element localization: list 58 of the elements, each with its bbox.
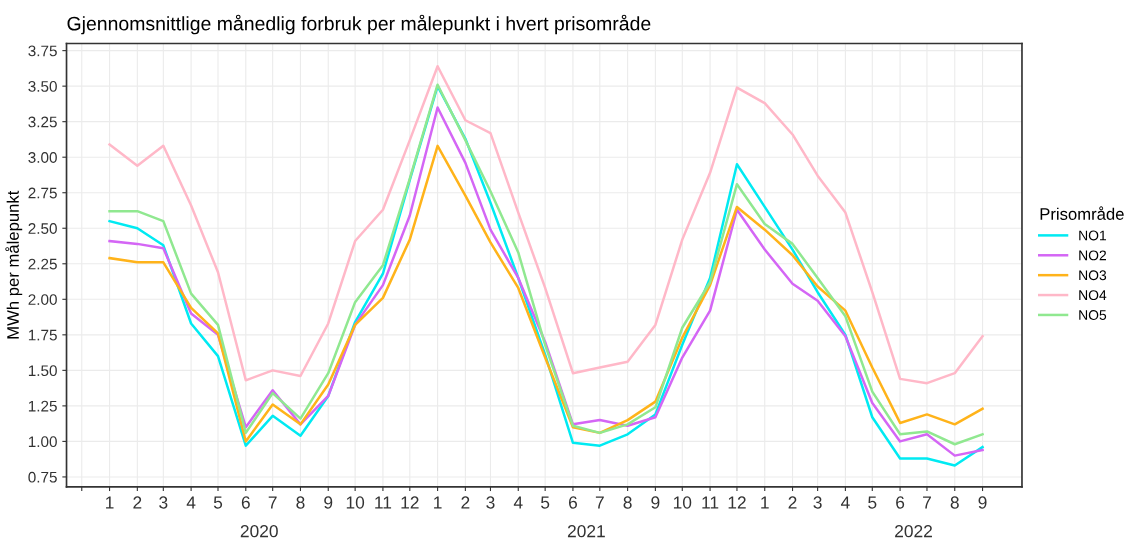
y-axis-title: MWh per målepunkt	[5, 190, 23, 339]
x-tick-label: 10	[673, 496, 692, 509]
legend-label: NO5	[1079, 310, 1107, 320]
x-tick-label: 3	[486, 496, 495, 509]
y-tick-label: 3.00	[28, 152, 57, 163]
x-tick-label: 1	[761, 496, 769, 509]
x-tick-label: 12	[728, 496, 746, 509]
x-tick-label: 5	[541, 496, 550, 509]
legend-title: Prisområde	[1040, 206, 1124, 220]
x-tick-label: 4	[840, 496, 850, 509]
x-tick-label: 2	[788, 496, 797, 509]
x-tick-label: 7	[923, 496, 931, 509]
x-tick-label: 11	[702, 496, 719, 509]
y-tick-label: 1.25	[28, 400, 57, 412]
x-tick-label: 8	[296, 496, 305, 509]
y-tick-label: 3.50	[28, 81, 57, 92]
x-tick-label: 8	[950, 496, 959, 509]
x-tick-label: 4	[186, 496, 196, 509]
x-tick-label: 11	[375, 496, 392, 509]
x-tick-label: 9	[324, 496, 333, 509]
x-tick-label: 9	[978, 496, 987, 509]
y-tick-label: 2.00	[28, 294, 57, 305]
y-tick-label: 3.75	[28, 45, 57, 57]
y-tick-label: 0.75	[28, 471, 57, 483]
y-tick-label: 2.50	[28, 223, 57, 234]
x-tick-label: 6	[896, 496, 905, 509]
x-tick-label: 9	[651, 496, 660, 509]
x-tick-label: 6	[568, 496, 577, 509]
text: 2020	[240, 525, 278, 538]
x-tick-label: 10	[346, 496, 365, 509]
x-tick-label: 1	[106, 496, 114, 509]
y-tick-label: 2.25	[28, 258, 57, 270]
x-tick-label: 3	[813, 496, 822, 509]
x-tick-label: 5	[213, 496, 223, 509]
text: 2022	[895, 525, 932, 538]
x-tick-label: 6	[241, 496, 250, 509]
x-tick-label: 2	[133, 496, 142, 509]
y-tick-label: 1.00	[28, 436, 57, 448]
x-tick-label: 1	[434, 496, 442, 509]
x-tick-label: 5	[868, 496, 877, 509]
y-tick-label: 1.75	[28, 329, 57, 341]
x-tick-label: 3	[159, 496, 168, 509]
y-tick-label: 2.75	[28, 187, 57, 199]
y-tick-label: 1.50	[28, 365, 57, 377]
x-tick-label: 2	[461, 496, 470, 509]
legend-label: NO1	[1079, 230, 1107, 241]
legend-label: NO3	[1079, 270, 1107, 281]
x-tick-label: 8	[623, 496, 632, 509]
x-tick-label: 4	[513, 496, 523, 509]
x-tick-label: 12	[401, 496, 419, 509]
y-tick-label: 3.25	[28, 116, 57, 128]
line-series	[108, 65, 984, 385]
legend-label: NO4	[1079, 290, 1107, 301]
text: 2021	[567, 525, 605, 538]
legend-label: NO2	[1079, 250, 1106, 261]
chart-title: Gjennomsnittlige månedlig forbruk per målepunkt i hvert prisområde	[67, 14, 651, 35]
x-tick-label: 7	[268, 496, 277, 509]
x-tick-label: 7	[595, 496, 604, 509]
